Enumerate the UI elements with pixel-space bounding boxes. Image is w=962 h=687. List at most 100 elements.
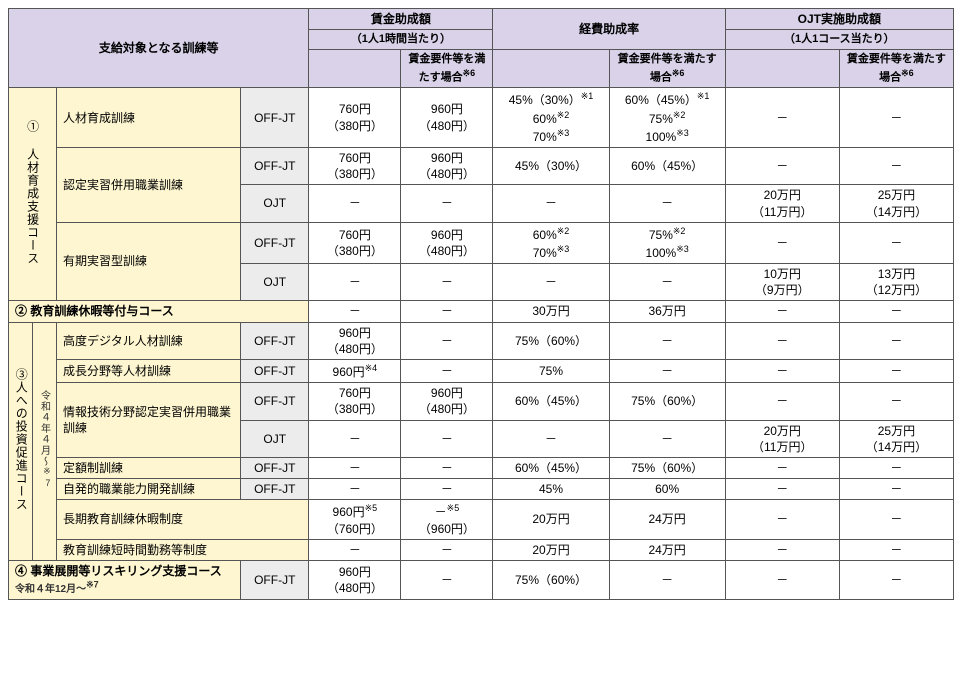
cell: － [609, 360, 725, 383]
cell: － [401, 457, 493, 478]
cell: 760円（380円） [309, 383, 401, 420]
cell: － [309, 301, 401, 322]
cell: 20万円（11万円） [725, 185, 839, 222]
hdr-wage-sub: （1人1時間当たり） [309, 30, 493, 50]
hdr-training: 支給対象となる訓練等 [9, 9, 309, 88]
cell: 960円（480円） [401, 222, 493, 263]
cell: － [609, 185, 725, 222]
cell: － [839, 383, 953, 420]
cell: 960円（480円） [401, 383, 493, 420]
cell: － [725, 301, 839, 322]
cell: 36万円 [609, 301, 725, 322]
cell: 960円（480円） [309, 322, 401, 359]
cell: － [401, 539, 493, 560]
cell: － [839, 479, 953, 500]
cell: － [401, 420, 493, 457]
hdr-ojt-cond: 賃金要件等を満たす場合※6 [839, 50, 953, 88]
row-name: 自発的職業能力開発訓練 [57, 479, 241, 500]
cell: － [839, 88, 953, 148]
hdr-wage-cond: 賃金要件等を満たす場合※6 [401, 50, 493, 88]
cell: 60%（45%）※175%※2100%※3 [609, 88, 725, 148]
cell: 960円（480円） [309, 560, 401, 599]
cell: 30万円 [493, 301, 609, 322]
cell: 960円※5（760円） [309, 500, 401, 539]
cell: － [725, 88, 839, 148]
cell: 60%（45%） [493, 383, 609, 420]
row-name: 有期実習型訓練 [57, 222, 241, 301]
cell: － [309, 264, 401, 301]
cell: － [725, 147, 839, 184]
row-name: 情報技術分野認定実習併用職業訓練 [57, 383, 241, 458]
cell: 960円（480円） [401, 147, 493, 184]
hdr-expense-group: 経費助成率 [493, 9, 725, 50]
row-type: OFF-JT [241, 383, 309, 420]
hdr-ojt-group: OJT実施助成額 [725, 9, 953, 30]
cat-2: ② 教育訓練休暇等付与コース [9, 301, 309, 322]
cell: 45% [493, 479, 609, 500]
cell: 60% [609, 479, 725, 500]
cell: 75%（60%） [609, 457, 725, 478]
cell: －※5（960円） [401, 500, 493, 539]
cell: － [725, 383, 839, 420]
cell: － [309, 420, 401, 457]
cell: － [401, 301, 493, 322]
row-name: 教育訓練短時間勤務等制度 [57, 539, 309, 560]
cell: － [609, 264, 725, 301]
cell: 760円（380円） [309, 147, 401, 184]
row-type: OFF-JT [241, 88, 309, 148]
cell: － [493, 420, 609, 457]
cell: 75% [493, 360, 609, 383]
cell: － [839, 322, 953, 359]
row-name: 高度デジタル人材訓練 [57, 322, 241, 359]
cell: － [401, 360, 493, 383]
row-type: OFF-JT [241, 479, 309, 500]
cell: 20万円 [493, 539, 609, 560]
cell: 25万円（14万円） [839, 420, 953, 457]
row-name: 人材育成訓練 [57, 88, 241, 148]
cell: － [309, 185, 401, 222]
cell: － [401, 560, 493, 599]
cat-3: ③人への投資促進コース [9, 322, 33, 560]
row-name: 定額制訓練 [57, 457, 241, 478]
row-type: OJT [241, 420, 309, 457]
cell: － [609, 560, 725, 599]
cell: － [493, 264, 609, 301]
cat-1: ① 人材育成支援コース [9, 88, 57, 301]
cell: 10万円（9万円） [725, 264, 839, 301]
cell: － [309, 539, 401, 560]
row-type: OFF-JT [241, 560, 309, 599]
row-name: 長期教育訓練休暇制度 [57, 500, 309, 539]
cell: － [401, 479, 493, 500]
cell: － [839, 560, 953, 599]
cell: － [725, 457, 839, 478]
hdr-expense-cond: 賃金要件等を満たす場合※6 [609, 50, 725, 88]
cell: － [609, 322, 725, 359]
cell: 20万円 [493, 500, 609, 539]
row-type: OFF-JT [241, 222, 309, 263]
hdr-wage-group: 賃金助成額 [309, 9, 493, 30]
row-type: OJT [241, 185, 309, 222]
cell: － [309, 479, 401, 500]
row-name: 成長分野等人材訓練 [57, 360, 241, 383]
cell: － [839, 500, 953, 539]
cell: － [725, 322, 839, 359]
cell: 45%（30%） [493, 147, 609, 184]
cell: － [309, 457, 401, 478]
cell: 760円（380円） [309, 222, 401, 263]
cell: 60%（45%） [493, 457, 609, 478]
cell: 60%（45%） [609, 147, 725, 184]
cell: － [725, 479, 839, 500]
cell: － [839, 301, 953, 322]
row-type: OFF-JT [241, 457, 309, 478]
hdr-ojt-sub: （1人1コース当たり） [725, 30, 953, 50]
cell: － [839, 457, 953, 478]
row-name: 認定実習併用職業訓練 [57, 147, 241, 222]
row-type: OFF-JT [241, 360, 309, 383]
cell: － [839, 147, 953, 184]
cell: 25万円（14万円） [839, 185, 953, 222]
cell: － [401, 185, 493, 222]
cell: 60%※270%※3 [493, 222, 609, 263]
cell: 75%※2100%※3 [609, 222, 725, 263]
subsidy-table: 支給対象となる訓練等 賃金助成額 経費助成率 OJT実施助成額 （1人1時間当た… [8, 8, 954, 600]
cat-4: ④ 事業展開等リスキリング支援コース 令和４年12月～※7 [9, 560, 241, 599]
